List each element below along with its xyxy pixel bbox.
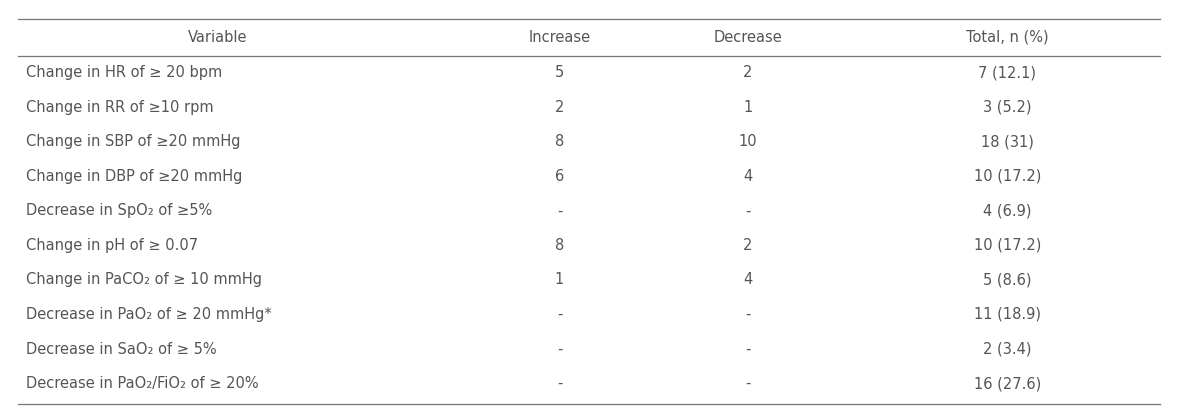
Text: Change in HR of ≥ 20 bpm: Change in HR of ≥ 20 bpm [26, 65, 223, 80]
Text: Decrease: Decrease [714, 30, 782, 45]
Text: 11 (18.9): 11 (18.9) [974, 307, 1040, 322]
Text: -: - [746, 307, 750, 322]
Text: 10 (17.2): 10 (17.2) [973, 238, 1041, 253]
Text: Decrease in PaO₂ of ≥ 20 mmHg*: Decrease in PaO₂ of ≥ 20 mmHg* [26, 307, 272, 322]
Text: Change in DBP of ≥20 mmHg: Change in DBP of ≥20 mmHg [26, 169, 243, 184]
Text: 2: 2 [555, 100, 564, 115]
Text: Decrease in SaO₂ of ≥ 5%: Decrease in SaO₂ of ≥ 5% [26, 342, 217, 357]
Text: 8: 8 [555, 238, 564, 253]
Text: 2: 2 [743, 238, 753, 253]
Text: -: - [557, 342, 562, 357]
Text: -: - [557, 307, 562, 322]
Text: Increase: Increase [529, 30, 590, 45]
Text: 1: 1 [555, 272, 564, 287]
Text: Change in PaCO₂ of ≥ 10 mmHg: Change in PaCO₂ of ≥ 10 mmHg [26, 272, 262, 287]
Text: 2: 2 [743, 65, 753, 80]
Text: 2 (3.4): 2 (3.4) [982, 342, 1032, 357]
Text: 4: 4 [743, 272, 753, 287]
Text: -: - [746, 376, 750, 391]
Text: 7 (12.1): 7 (12.1) [978, 65, 1037, 80]
Text: 18 (31): 18 (31) [981, 134, 1033, 149]
Text: 16 (27.6): 16 (27.6) [973, 376, 1041, 391]
Text: Decrease in PaO₂/FiO₂ of ≥ 20%: Decrease in PaO₂/FiO₂ of ≥ 20% [26, 376, 258, 391]
Text: 4: 4 [743, 169, 753, 184]
Text: Variable: Variable [188, 30, 247, 45]
Text: Change in pH of ≥ 0.07: Change in pH of ≥ 0.07 [26, 238, 198, 253]
Text: Change in RR of ≥10 rpm: Change in RR of ≥10 rpm [26, 100, 213, 115]
Text: 10: 10 [739, 134, 757, 149]
Text: Total, n (%): Total, n (%) [966, 30, 1048, 45]
Text: Change in SBP of ≥20 mmHg: Change in SBP of ≥20 mmHg [26, 134, 240, 149]
Text: 6: 6 [555, 169, 564, 184]
Text: -: - [557, 203, 562, 218]
Text: 4 (6.9): 4 (6.9) [982, 203, 1032, 218]
Text: Decrease in SpO₂ of ≥5%: Decrease in SpO₂ of ≥5% [26, 203, 212, 218]
Text: 1: 1 [743, 100, 753, 115]
Text: -: - [746, 203, 750, 218]
Text: 10 (17.2): 10 (17.2) [973, 169, 1041, 184]
Text: 5: 5 [555, 65, 564, 80]
Text: -: - [746, 342, 750, 357]
Text: 3 (5.2): 3 (5.2) [982, 100, 1032, 115]
Text: -: - [557, 376, 562, 391]
Text: 8: 8 [555, 134, 564, 149]
Text: 5 (8.6): 5 (8.6) [982, 272, 1032, 287]
